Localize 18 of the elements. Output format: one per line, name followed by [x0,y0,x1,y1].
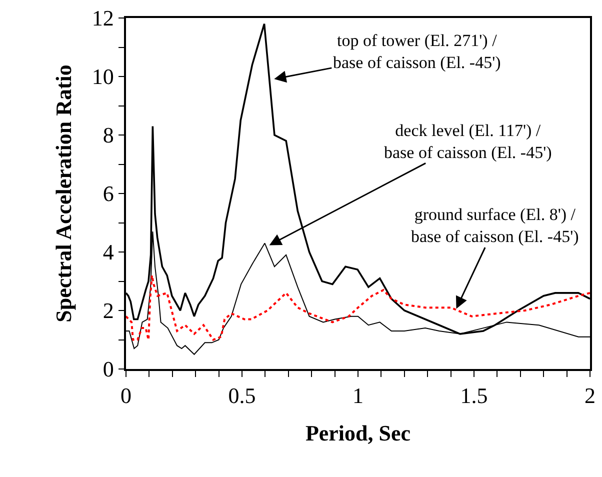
x-axis-title: Period, Sec [305,420,411,446]
x-tick-label: 0 [120,383,132,408]
annotation: top of tower (El. 271') / base of caisson (El. -45') [333,31,501,72]
x-tick-label: 0.5 [228,383,256,408]
y-tick-label: 2 [102,298,114,324]
y-tick-label: 6 [102,181,114,206]
x-tick-label: 2 [584,383,596,408]
y-tick-label: 0 [102,356,114,382]
line-series [126,274,590,341]
y-axis-title: Spectral Acceleration Ratio [51,64,76,322]
y-tick-label: 12 [92,6,114,31]
x-tick-label: 1.5 [460,383,488,408]
y-tick-label: 10 [92,64,114,90]
annotation: deck level (El. 117') / base of caisson (El. -45') [384,121,552,162]
y-tick-label: 8 [102,122,114,148]
x-tick-label: 1 [352,383,364,408]
annotation: ground surface (El. 8') / base of caisson (El. -45') [411,205,579,246]
y-tick-label: 4 [102,240,114,265]
